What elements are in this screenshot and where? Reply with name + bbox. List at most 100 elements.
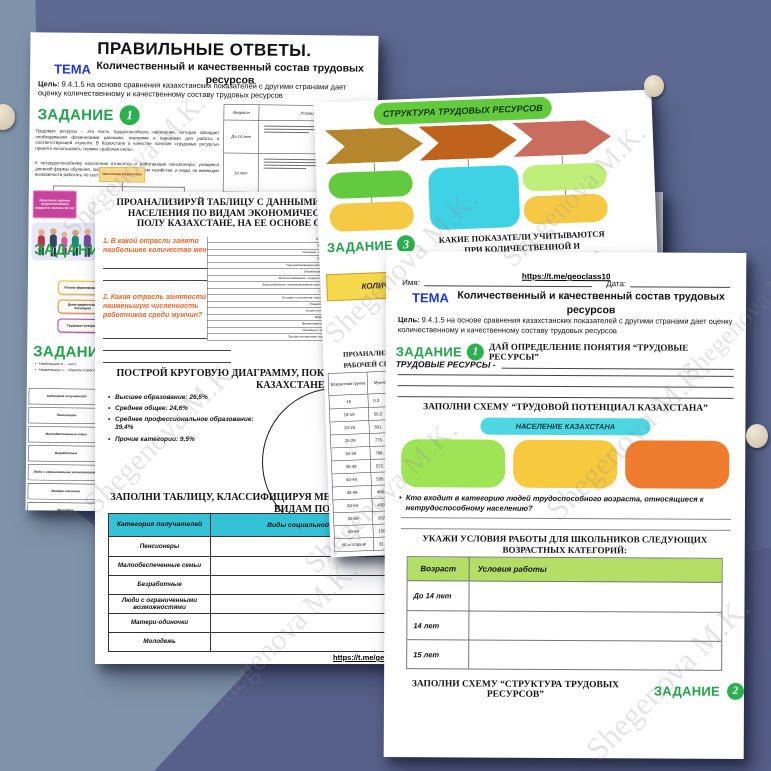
empty-yellow-block (329, 200, 415, 233)
education-bullet: Среднее профессиональное образование: 39… (107, 416, 257, 432)
age-cell: 14 лет (407, 611, 470, 640)
table-row: Матери-одиночки (109, 613, 415, 632)
scheme-heading: ЗАПОЛНИ СХЕМУ “ТРУДОВОЙ ПОТЕНЦИАЛ КАЗАХС… (423, 402, 708, 414)
answer-line (103, 362, 231, 363)
definition-row: ТРУДОВЫЕ РЕСУРСЫ - (396, 359, 736, 371)
table-row: 14 лет (407, 610, 722, 641)
education-bullet: Прочие категории: 9,5% (107, 436, 257, 444)
category-column-header: Категория получателей (109, 514, 211, 536)
answer-line (103, 268, 231, 269)
bullet-question: Кто входит в категорию людей трудоспособ… (405, 493, 704, 513)
tema-label: ТЕМА (54, 61, 92, 77)
age-group-cell: 30-34 (331, 446, 371, 461)
analyze-heading: ПРОАНАЛИЗИРУЙ ТАБЛИЦУ С ДАННЫМИ О СТРУКТ… (116, 198, 446, 230)
task1-number-badge: 1 (466, 342, 485, 361)
age-group-cell: 65 и старше (334, 537, 375, 552)
age-group-cell: 60-64 (334, 524, 374, 539)
answer-line[interactable] (397, 396, 734, 399)
conditions-column-header: Условия работы (477, 564, 547, 574)
answer-line[interactable] (397, 374, 734, 377)
age-group-cell: 45-49 (332, 485, 373, 500)
answer-bullet: Наибольшее в … чел.). (35, 362, 99, 367)
answer-line (103, 338, 231, 339)
age-cell: 14 лет (223, 153, 259, 194)
age-group-cell: 16-19 (329, 407, 370, 422)
age-group-cell: 15 (329, 394, 369, 409)
category-cell: Категория получателей (28, 388, 105, 405)
fill-table-heading: ЗАПОЛНИ ТАБЛИЦУ, КЛАССИФИЦИРУЯ МЕРЫ ПО К… (110, 492, 530, 515)
definition-label: ТРУДОВЫЕ РЕСУРСЫ - (395, 359, 496, 370)
scheme-root-label: Население Казахстана (98, 166, 146, 183)
illegible-text-line (263, 167, 307, 170)
table-row: До 14 лет (407, 581, 721, 612)
empty-answer-cell[interactable] (469, 612, 721, 641)
connector-line (373, 162, 376, 172)
empty-answer-cell[interactable] (469, 582, 721, 612)
date-input-line[interactable] (630, 286, 731, 288)
task1-number-badge: 1 (119, 105, 140, 126)
empty-answer-cell[interactable] (469, 641, 721, 670)
social-support-table: Категория получателей Виды социальной по… (108, 513, 416, 652)
answer-line (103, 280, 231, 281)
age-group-cell: 35-39 (331, 459, 372, 474)
answer-line[interactable] (400, 517, 731, 520)
task3-label: ЗАДАНИЕ (326, 237, 394, 255)
bullet-question-row: • Кто входит в категорию людей трудоспос… (399, 493, 737, 514)
age-group-cell: 55-59 (333, 511, 374, 526)
chevron-arrow-rust (418, 123, 517, 161)
answer-line (103, 350, 231, 351)
task2-label: ЗАДАНИЕ (653, 682, 721, 699)
empty-yellow-block (523, 193, 609, 225)
category-cell: Пенсионеры (28, 407, 105, 424)
answer-line[interactable] (400, 528, 731, 531)
date-label: Дата: (606, 279, 627, 289)
empty-orange-block (625, 440, 730, 489)
answer-bullet: Наименьшую ч… образом и работ… (35, 368, 99, 373)
category-cell: Пенсионеры (109, 537, 211, 556)
table-row: 15 лет (407, 639, 722, 670)
category-cell: Малообеспеченные семьи (109, 557, 211, 575)
age-column-header: Возраст (224, 104, 260, 121)
empty-green-block (328, 169, 414, 200)
name-date-row: Имя: Дата: (402, 278, 731, 289)
name-input-line[interactable] (423, 285, 593, 288)
goal-text: Цель: 9.4.1.5 на основе сравнения казахс… (38, 79, 362, 100)
population-pill-label: НАСЕЛЕНИЕ КАЗАХСТАНА (515, 421, 616, 432)
category-cell: Безработные (109, 576, 211, 594)
goal-label: Цель: (397, 315, 420, 325)
chevron-arrow-salmon (512, 119, 611, 157)
category-cell: Матери-одиночки (27, 483, 104, 500)
age-cell: 15 лет (407, 640, 470, 669)
table-row: Малообеспеченные семьи (109, 556, 415, 575)
age-cell: До 14 лет (223, 120, 260, 154)
goal-text: Цель: 9.4.1.5 на основе сравнения казахс… (398, 315, 734, 336)
goal-value: 9.4.1.5 на основе сравнения казахстански… (37, 79, 347, 100)
bullet-dot: • (399, 493, 402, 503)
empty-yellow-block (513, 439, 618, 489)
conditions-table: Возраст Условия работы До 14 лет 14 лет (406, 556, 723, 671)
illegible-text-line (263, 161, 324, 164)
education-bullet: Высшее образование: 26,5% (107, 394, 257, 402)
telegram-link[interactable]: https://t.me/geoclass10 (333, 653, 416, 662)
push-pin (644, 75, 664, 97)
scheme-child-label: Население моложе трудоспособного возраст… (32, 190, 77, 219)
tema-label: ТЕМА (412, 290, 449, 306)
definition-input-line[interactable] (501, 367, 734, 370)
connector-line (561, 155, 563, 165)
education-bullets: Высшее образование: 26,5% Среднее общее: … (107, 394, 257, 447)
task1-label: ЗАДАНИЕ (37, 105, 114, 124)
category-cell: Люди с ограниченными возможностями (109, 595, 211, 613)
empty-green-block (401, 439, 506, 488)
table-row: Молодежь (109, 632, 415, 651)
structure-title: СТРУКТУРА ТРУДОВЫХ РЕСУРСОВ (382, 102, 543, 119)
age-group-cell: 20-24 (330, 420, 370, 435)
question-2: 2. Какая отрасль занятости имеет наимень… (103, 294, 232, 319)
people-illustration (31, 222, 98, 266)
answers-category-table: Категория получателей Пенсионеры Малообесп… (26, 388, 105, 514)
answer-line[interactable] (397, 385, 734, 388)
chevron-arrow-gold (324, 126, 423, 164)
structure-title-pill: СТРУКТУРА ТРУДОВЫХ РЕСУРСОВ (373, 96, 553, 126)
answers-title: ПРАВИЛЬНЫЕ ОТВЕТЫ. (97, 38, 312, 61)
support-column-header: Виды социальной помощи (267, 521, 359, 529)
table-row: Люди с ограниченными возможностями (109, 594, 415, 613)
